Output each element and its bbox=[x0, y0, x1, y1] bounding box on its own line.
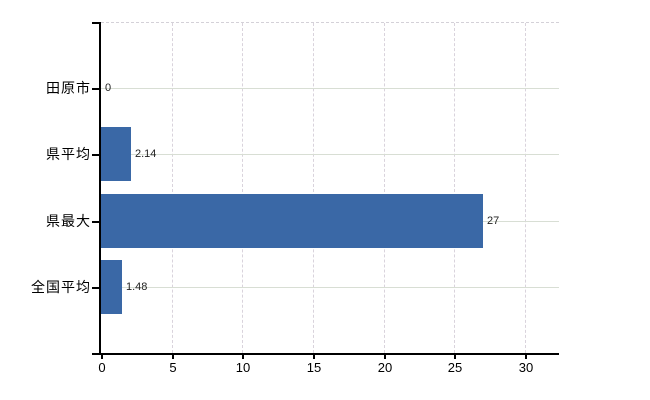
v-gridline bbox=[242, 23, 243, 353]
category-label: 県最大 bbox=[46, 213, 91, 229]
x-tick-label: 5 bbox=[169, 360, 177, 375]
bar-value-label: 27 bbox=[487, 215, 500, 227]
x-tick-mark bbox=[525, 354, 527, 359]
category-label: 全国平均 bbox=[31, 279, 91, 295]
h-gridline bbox=[101, 88, 559, 89]
x-tick-mark bbox=[101, 354, 103, 359]
x-axis-line bbox=[92, 353, 559, 355]
category-tick-mark bbox=[92, 221, 99, 223]
category-tick-mark bbox=[92, 88, 99, 90]
bar-value-label: 2.14 bbox=[135, 148, 157, 160]
plot-top-border bbox=[101, 22, 559, 23]
bar bbox=[101, 194, 483, 248]
bar-value-label: 1.48 bbox=[126, 281, 148, 293]
x-tick-label: 10 bbox=[235, 360, 251, 375]
x-tick-label: 15 bbox=[306, 360, 322, 375]
x-tick-label: 25 bbox=[447, 360, 463, 375]
v-gridline bbox=[525, 23, 526, 353]
bar bbox=[101, 260, 122, 314]
v-gridline bbox=[384, 23, 385, 353]
x-tick-label: 20 bbox=[377, 360, 393, 375]
v-gridline bbox=[172, 23, 173, 353]
h-gridline bbox=[101, 154, 559, 155]
y-axis-line bbox=[99, 22, 101, 353]
x-tick-mark bbox=[384, 354, 386, 359]
bar-value-label: 0 bbox=[105, 82, 112, 94]
h-gridline bbox=[101, 287, 559, 288]
x-tick-mark bbox=[242, 354, 244, 359]
x-tick-mark bbox=[172, 354, 174, 359]
x-tick-label: 0 bbox=[98, 360, 106, 375]
category-label: 田原市 bbox=[46, 80, 91, 96]
x-tick-label: 30 bbox=[518, 360, 534, 375]
v-gridline bbox=[454, 23, 455, 353]
x-tick-mark bbox=[454, 354, 456, 359]
bar bbox=[101, 127, 131, 181]
x-tick-mark bbox=[313, 354, 315, 359]
v-gridline bbox=[313, 23, 314, 353]
category-tick-mark bbox=[92, 287, 99, 289]
y-axis-end-tick bbox=[92, 22, 100, 24]
category-tick-mark bbox=[92, 154, 99, 156]
category-label: 県平均 bbox=[46, 146, 91, 162]
